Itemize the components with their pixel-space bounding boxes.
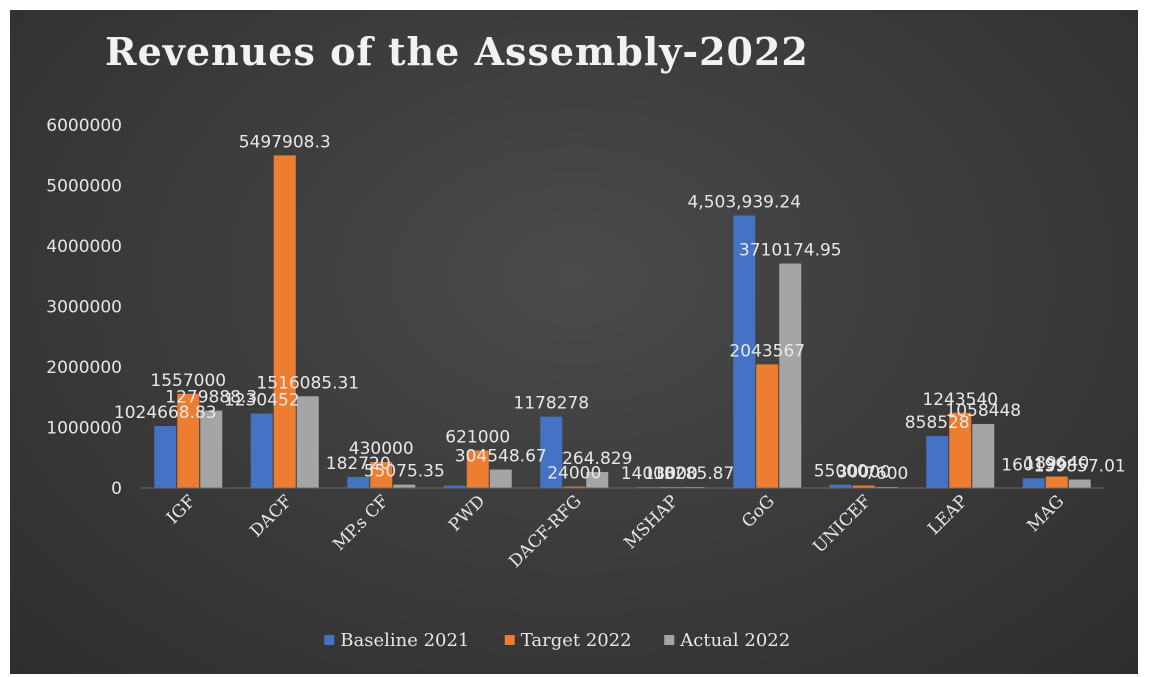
y-tick-label: 4000000 [46,237,122,257]
data-label: 55000 [814,462,868,482]
data-label: 2043567 [729,341,805,361]
x-tick-label: PWD [445,491,489,535]
data-label: 1024668.83 [114,403,217,423]
data-label: 5497908.3 [239,132,331,152]
x-tick-label: MP.s CF [329,491,393,555]
bar-target-2022 [563,486,586,488]
bar-chart: Revenues of the Assembly-2022 0 1000000 20… [46,29,1126,651]
data-label: 858528 [905,413,970,433]
data-label: 1279888.3 [165,388,257,408]
x-tick-label: MAG [1024,491,1069,536]
legend-label: Target 2022 [521,630,632,651]
legend-swatch [324,635,335,645]
bar-target-2022 [1045,476,1068,488]
data-label: 1230452 [224,391,300,411]
x-axis: IGF DACF MP.s CF PWD DACF-RFG MSHAP GoG UNICEF L… [140,487,1105,572]
data-label: 55075.35 [364,462,445,482]
bar-actual-2022 [972,423,995,488]
bar-actual-2022 [393,484,416,488]
bar-target-2022 [177,393,200,488]
data-label: 14000 [621,464,675,484]
x-tick-label: LEAP [924,491,972,539]
legend-label: Actual 2022 [679,630,790,651]
x-tick-label: MSHAP [620,491,682,553]
bar-actual-2022 [489,469,512,488]
data-label: 1058448 [945,401,1021,421]
y-tick-label: 0 [111,479,122,499]
bar-actual-2022 [200,410,223,488]
y-tick-label: 1000000 [46,419,122,439]
data-label: 24000 [547,464,601,484]
y-tick-label: 3000000 [46,298,122,318]
y-tick-label: 5000000 [46,177,122,197]
bar-target-2022 [273,155,296,489]
data-label: 264.829 [562,449,632,469]
chart-area: Revenues of the Assembly-2022 0 1000000 20… [10,10,1138,674]
data-label: 13285.87 [653,464,734,484]
bar-baseline-2021 [250,413,273,488]
bar-baseline-2021 [443,485,466,488]
data-label: 304548.67 [455,447,547,467]
bar-target-2022 [756,364,779,488]
data-label: 30000 [837,463,891,483]
data-label: 1557000 [150,371,226,391]
legend-label: Baseline 2021 [340,630,469,651]
data-label: 13000 [644,464,698,484]
bars-group [154,155,1091,489]
bar-baseline-2021 [926,436,949,488]
bar-actual-2022 [586,471,609,488]
bar-baseline-2021 [1022,478,1045,488]
data-label: 621000 [445,427,510,447]
data-label: 182720 [326,454,391,474]
x-tick-label: DACF [246,491,296,541]
bar-baseline-2021 [540,416,563,488]
bar-actual-2022 [1068,479,1091,488]
x-tick-label: GoG [738,491,779,532]
legend: Baseline 2021 Target 2022 Actual 2022 [324,630,790,651]
bar-baseline-2021 [347,476,370,488]
data-label: 7600 [865,464,908,484]
bar-actual-2022 [779,263,802,488]
data-label: 1516085.31 [256,373,359,393]
y-axis: 0 1000000 2000000 3000000 4000000 5000000 6000… [46,116,122,499]
bar-target-2022 [949,412,972,488]
data-label: 3710174.95 [739,241,842,261]
legend-swatch [504,635,515,645]
data-label: 160199 [1001,455,1066,475]
data-label: 430000 [349,439,414,459]
data-label: 139857.01 [1034,457,1126,477]
y-tick-label: 6000000 [46,116,122,136]
bar-target-2022 [852,485,875,488]
bar-target-2022 [370,461,393,488]
x-tick-label: IGF [163,491,200,528]
chart-title: Revenues of the Assembly-2022 [105,29,809,74]
bar-baseline-2021 [154,426,177,488]
bar-baseline-2021 [733,215,756,489]
data-label: 189640 [1024,454,1089,474]
data-label: 4,503,939.24 [687,193,801,213]
x-tick-label: UNICEF [809,491,875,557]
data-label: 1243540 [922,390,998,410]
x-tick-label: DACF-RFG [505,491,586,572]
data-label: 1178278 [513,394,589,414]
bar-actual-2022 [296,396,319,488]
y-tick-label: 2000000 [46,358,122,378]
legend-swatch [664,635,675,645]
bar-baseline-2021 [829,484,852,488]
bar-target-2022 [466,450,489,488]
